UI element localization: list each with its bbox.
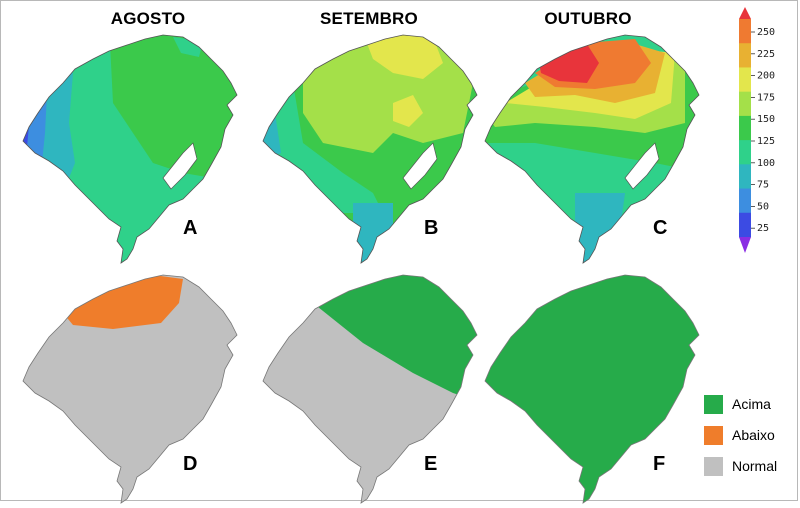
category-legend: Acima Abaixo Normal [704,394,799,487]
precipitation-colorbar: 250 225 200 175 150 125 100 75 50 25 [739,7,775,253]
colorbar-band [739,140,751,165]
colorbar-tick-label: 50 [757,201,769,212]
map-setembro-category [262,274,478,504]
colorbar-tick-label: 75 [757,180,769,191]
colorbar-band [739,19,751,44]
colorbar-band [739,164,751,190]
panel-label-c: C [653,217,668,239]
panel-label-a: A [183,217,198,239]
legend-swatch-abaixo [704,425,723,445]
colorbar-band [739,115,751,141]
legend-label-acima: Acima [732,396,771,412]
month-title-october: OUTUBRO [544,9,632,28]
map-agosto-precipitation [22,34,238,264]
map-outubro-precipitation [484,34,700,264]
map-outubro-category [484,274,700,504]
panel-label-d: D [183,453,198,475]
panel-label-e: E [424,453,438,475]
month-title-august: AGOSTO [110,9,186,28]
colorbar-tick-label: 25 [757,223,769,234]
legend-item-abaixo: Abaixo [704,425,799,445]
colorbar-tick-label: 125 [757,136,775,147]
colorbar-tick-label: 250 [757,27,775,38]
panel-label-b: B [424,217,439,239]
colorbar-tick-label: 200 [757,71,775,82]
colorbar-max-arrow [739,7,751,19]
colorbar-band [739,43,751,68]
legend-item-acima: Acima [704,394,799,414]
legend-swatch-acima [704,394,723,414]
colorbar-band [739,91,751,117]
month-title-september: SETEMBRO [320,9,418,28]
legend-item-normal: Normal [704,456,799,476]
colorbar-min-arrow [739,237,751,253]
legend-label-abaixo: Abaixo [732,427,775,443]
colorbar-tick-label: 150 [757,114,775,125]
colorbar-tick-label: 175 [757,92,775,103]
panel-label-f: F [653,453,666,475]
colorbar-band [739,212,751,238]
legend-label-normal: Normal [732,458,778,474]
colorbar-band [739,188,751,214]
colorbar-band [739,67,751,93]
colorbar-tick-label: 100 [757,158,775,169]
colorbar-tick-label: 225 [757,49,775,60]
legend-swatch-normal [704,456,723,476]
map-setembro-precipitation [262,34,478,264]
map-agosto-category [22,274,238,504]
